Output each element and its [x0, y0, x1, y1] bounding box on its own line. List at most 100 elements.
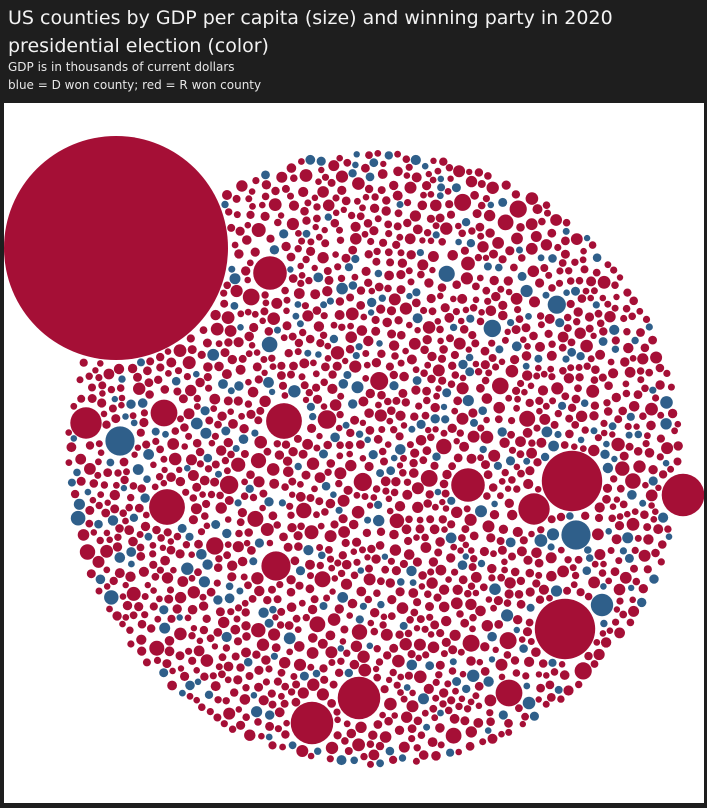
county-bubble-r[interactable] — [423, 396, 431, 405]
county-bubble-r[interactable] — [253, 256, 287, 290]
county-bubble-r[interactable] — [524, 656, 535, 668]
county-bubble-r[interactable] — [613, 583, 626, 596]
county-bubble-r[interactable] — [525, 587, 535, 597]
county-bubble-r[interactable] — [372, 665, 380, 673]
county-bubble-r[interactable] — [119, 593, 127, 600]
county-bubble-r[interactable] — [216, 491, 224, 500]
county-bubble-r[interactable] — [401, 398, 410, 407]
county-bubble-r[interactable] — [305, 559, 315, 570]
county-bubble-r[interactable] — [516, 450, 525, 459]
county-bubble-r[interactable] — [404, 536, 413, 546]
county-bubble-r[interactable] — [254, 682, 264, 692]
county-bubble-r[interactable] — [280, 699, 289, 708]
county-bubble-r[interactable] — [154, 375, 163, 384]
county-bubble-r[interactable] — [85, 441, 95, 450]
county-bubble-d[interactable] — [571, 286, 580, 296]
county-bubble-d[interactable] — [505, 537, 516, 548]
county-bubble-r[interactable] — [452, 687, 459, 695]
county-bubble-r[interactable] — [287, 192, 294, 200]
county-bubble-d[interactable] — [522, 696, 536, 710]
county-bubble-r[interactable] — [521, 323, 531, 333]
county-bubble-r[interactable] — [452, 308, 460, 316]
county-bubble-r[interactable] — [444, 312, 455, 323]
county-bubble-r[interactable] — [426, 293, 436, 304]
county-bubble-r[interactable] — [461, 256, 475, 271]
county-bubble-r[interactable] — [236, 180, 248, 192]
county-bubble-r[interactable] — [363, 219, 373, 228]
county-bubble-r[interactable] — [382, 487, 390, 495]
county-bubble-r[interactable] — [256, 638, 270, 651]
county-bubble-r[interactable] — [162, 659, 172, 669]
county-bubble-r[interactable] — [224, 516, 232, 523]
county-bubble-r[interactable] — [389, 180, 399, 191]
county-bubble-r[interactable] — [545, 271, 553, 279]
county-bubble-r[interactable] — [193, 394, 201, 403]
county-bubble-r[interactable] — [520, 336, 527, 343]
county-bubble-r[interactable] — [580, 247, 587, 255]
county-bubble-r[interactable] — [562, 218, 571, 227]
county-bubble-r[interactable] — [373, 434, 383, 444]
county-bubble-d[interactable] — [104, 590, 119, 605]
county-bubble-r[interactable] — [466, 656, 476, 666]
county-bubble-d[interactable] — [249, 557, 258, 566]
county-bubble-d[interactable] — [366, 642, 374, 650]
county-bubble-r[interactable] — [430, 199, 442, 212]
county-bubble-r[interactable] — [280, 334, 288, 342]
county-bubble-r[interactable] — [469, 531, 479, 541]
county-bubble-r[interactable] — [409, 689, 416, 697]
county-bubble-r[interactable] — [284, 349, 293, 358]
county-bubble-r[interactable] — [417, 270, 425, 279]
county-bubble-r[interactable] — [624, 510, 631, 518]
county-bubble-r[interactable] — [477, 454, 484, 462]
county-bubble-d[interactable] — [520, 284, 533, 298]
county-bubble-r[interactable] — [271, 297, 283, 309]
county-bubble-r[interactable] — [287, 523, 297, 533]
county-bubble-r[interactable] — [227, 608, 235, 616]
county-bubble-r[interactable] — [370, 372, 389, 390]
county-bubble-r[interactable] — [489, 275, 499, 286]
county-bubble-d[interactable] — [337, 645, 345, 652]
county-bubble-d[interactable] — [418, 693, 429, 705]
county-bubble-r[interactable] — [463, 705, 472, 713]
county-bubble-r[interactable] — [350, 548, 358, 555]
county-bubble-r[interactable] — [194, 539, 203, 549]
county-bubble-r[interactable] — [469, 304, 478, 312]
county-bubble-r[interactable] — [422, 651, 430, 659]
county-bubble-r[interactable] — [315, 497, 324, 506]
county-bubble-r[interactable] — [76, 476, 86, 486]
county-bubble-r[interactable] — [510, 355, 520, 365]
county-bubble-r[interactable] — [382, 317, 393, 328]
county-bubble-r[interactable] — [674, 420, 682, 428]
county-bubble-r[interactable] — [623, 328, 631, 336]
county-bubble-r[interactable] — [535, 396, 544, 405]
county-bubble-r[interactable] — [598, 569, 607, 577]
county-bubble-r[interactable] — [441, 489, 450, 498]
county-bubble-r[interactable] — [323, 440, 333, 450]
county-bubble-d[interactable] — [250, 692, 258, 699]
county-bubble-r[interactable] — [650, 516, 658, 523]
county-bubble-r[interactable] — [446, 553, 456, 563]
county-bubble-d[interactable] — [348, 399, 358, 409]
county-bubble-d[interactable] — [491, 500, 498, 508]
county-bubble-r[interactable] — [366, 502, 374, 509]
county-bubble-r[interactable] — [133, 372, 142, 382]
county-bubble-r[interactable] — [281, 241, 291, 252]
county-bubble-r[interactable] — [498, 673, 506, 681]
county-bubble-r[interactable] — [134, 503, 144, 513]
county-bubble-r[interactable] — [241, 478, 249, 486]
county-bubble-r[interactable] — [76, 376, 84, 384]
county-bubble-r[interactable] — [653, 524, 664, 535]
county-bubble-r[interactable] — [178, 394, 188, 404]
county-bubble-r[interactable] — [426, 577, 438, 589]
county-bubble-r[interactable] — [508, 552, 516, 561]
county-bubble-r[interactable] — [458, 229, 467, 238]
county-bubble-r[interactable] — [421, 533, 429, 542]
county-bubble-r[interactable] — [274, 450, 285, 460]
county-bubble-d[interactable] — [590, 593, 614, 617]
county-bubble-r[interactable] — [396, 285, 406, 295]
county-bubble-r[interactable] — [392, 240, 401, 249]
county-bubble-r[interactable] — [499, 437, 510, 448]
county-bubble-r[interactable] — [408, 588, 419, 598]
county-bubble-r[interactable] — [593, 648, 605, 661]
county-bubble-r[interactable] — [451, 568, 459, 576]
